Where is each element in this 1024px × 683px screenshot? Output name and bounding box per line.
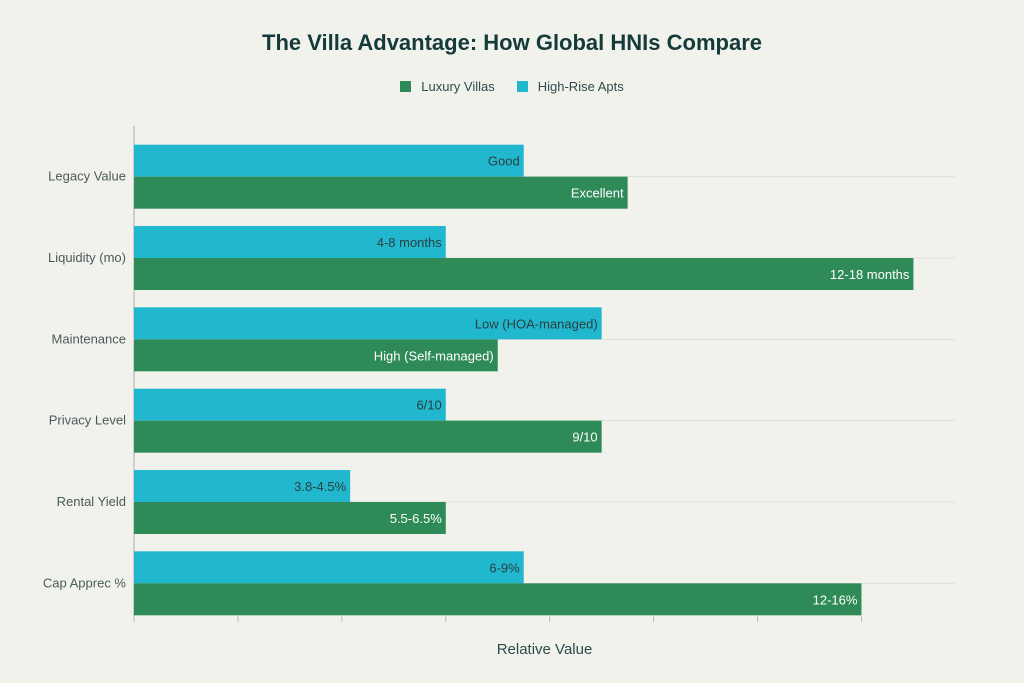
data-label: 5.5-6.5% — [390, 511, 442, 526]
bar-villas — [134, 583, 862, 616]
bar-villas — [134, 339, 498, 372]
bar-apts — [134, 307, 602, 340]
chart-title: The Villa Advantage: How Global HNIs Com… — [262, 30, 762, 55]
legend: Luxury Villas High-Rise Apts — [0, 79, 1024, 94]
legend-item-villas[interactable]: Luxury Villas — [400, 79, 495, 94]
legend-item-apts[interactable]: High-Rise Apts — [516, 79, 624, 94]
data-label: 4-8 months — [377, 235, 443, 250]
bar-apts — [134, 551, 524, 584]
bar-apts — [134, 470, 351, 502]
bar-apts — [134, 226, 446, 258]
category-label: Maintenance — [52, 331, 126, 346]
data-label: Good — [488, 154, 520, 169]
data-label: Excellent — [571, 186, 624, 201]
data-label: 6-9% — [489, 560, 520, 575]
legend-swatch-apts — [516, 81, 528, 92]
category-label: Legacy Value — [48, 169, 126, 184]
data-label: 12-18 months — [830, 267, 910, 282]
data-label: 6/10 — [416, 398, 441, 413]
bar-apts — [134, 144, 524, 177]
bar-villas — [134, 420, 602, 453]
data-label: High (Self-managed) — [374, 348, 494, 363]
bar-villas — [134, 258, 914, 290]
category-label: Liquidity (mo) — [48, 250, 126, 265]
data-label: 12-16% — [813, 592, 858, 607]
legend-label-apts: High-Rise Apts — [537, 79, 624, 94]
data-label: 9/10 — [572, 430, 597, 445]
bar-villas — [134, 176, 628, 209]
bar-villas — [134, 502, 446, 534]
category-label: Privacy Level — [49, 413, 126, 428]
x-axis-label: Relative Value — [496, 641, 593, 658]
data-label: 3.8-4.5% — [294, 479, 346, 494]
bar-apts — [134, 388, 446, 421]
category-label: Cap Apprec % — [43, 575, 127, 590]
legend-label-villas: Luxury Villas — [421, 79, 495, 94]
data-label: Low (HOA-managed) — [475, 316, 598, 331]
legend-swatch-villas — [400, 81, 412, 92]
category-label: Rental Yield — [57, 494, 126, 509]
